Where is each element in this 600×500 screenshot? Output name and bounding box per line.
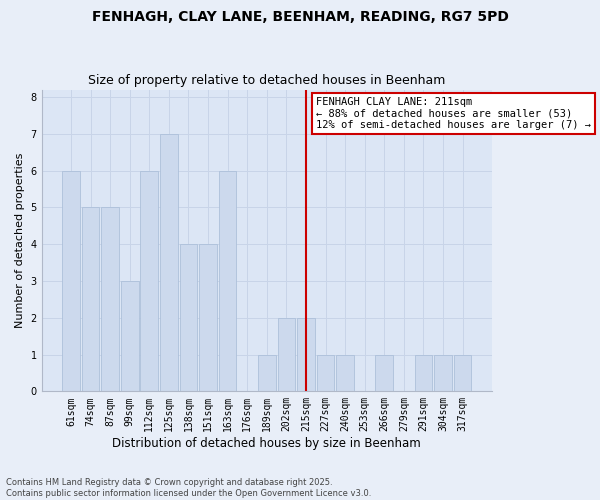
Bar	[337, 354, 354, 392]
Bar	[82, 208, 100, 392]
Text: Contains HM Land Registry data © Crown copyright and database right 2025.
Contai: Contains HM Land Registry data © Crown c…	[6, 478, 371, 498]
Bar	[199, 244, 217, 392]
Bar	[376, 354, 393, 392]
Bar	[258, 354, 275, 392]
Bar	[434, 354, 452, 392]
Bar	[140, 170, 158, 392]
Bar	[317, 354, 334, 392]
Bar	[297, 318, 315, 392]
Title: Size of property relative to detached houses in Beenham: Size of property relative to detached ho…	[88, 74, 445, 87]
Bar	[415, 354, 432, 392]
Bar	[160, 134, 178, 392]
Text: FENHAGH, CLAY LANE, BEENHAM, READING, RG7 5PD: FENHAGH, CLAY LANE, BEENHAM, READING, RG…	[92, 10, 508, 24]
Text: FENHAGH CLAY LANE: 211sqm
← 88% of detached houses are smaller (53)
12% of semi-: FENHAGH CLAY LANE: 211sqm ← 88% of detac…	[316, 97, 591, 130]
Bar	[278, 318, 295, 392]
Bar	[62, 170, 80, 392]
Bar	[121, 281, 139, 392]
Bar	[454, 354, 472, 392]
Bar	[101, 208, 119, 392]
Y-axis label: Number of detached properties: Number of detached properties	[15, 153, 25, 328]
X-axis label: Distribution of detached houses by size in Beenham: Distribution of detached houses by size …	[112, 437, 421, 450]
Bar	[179, 244, 197, 392]
Bar	[219, 170, 236, 392]
